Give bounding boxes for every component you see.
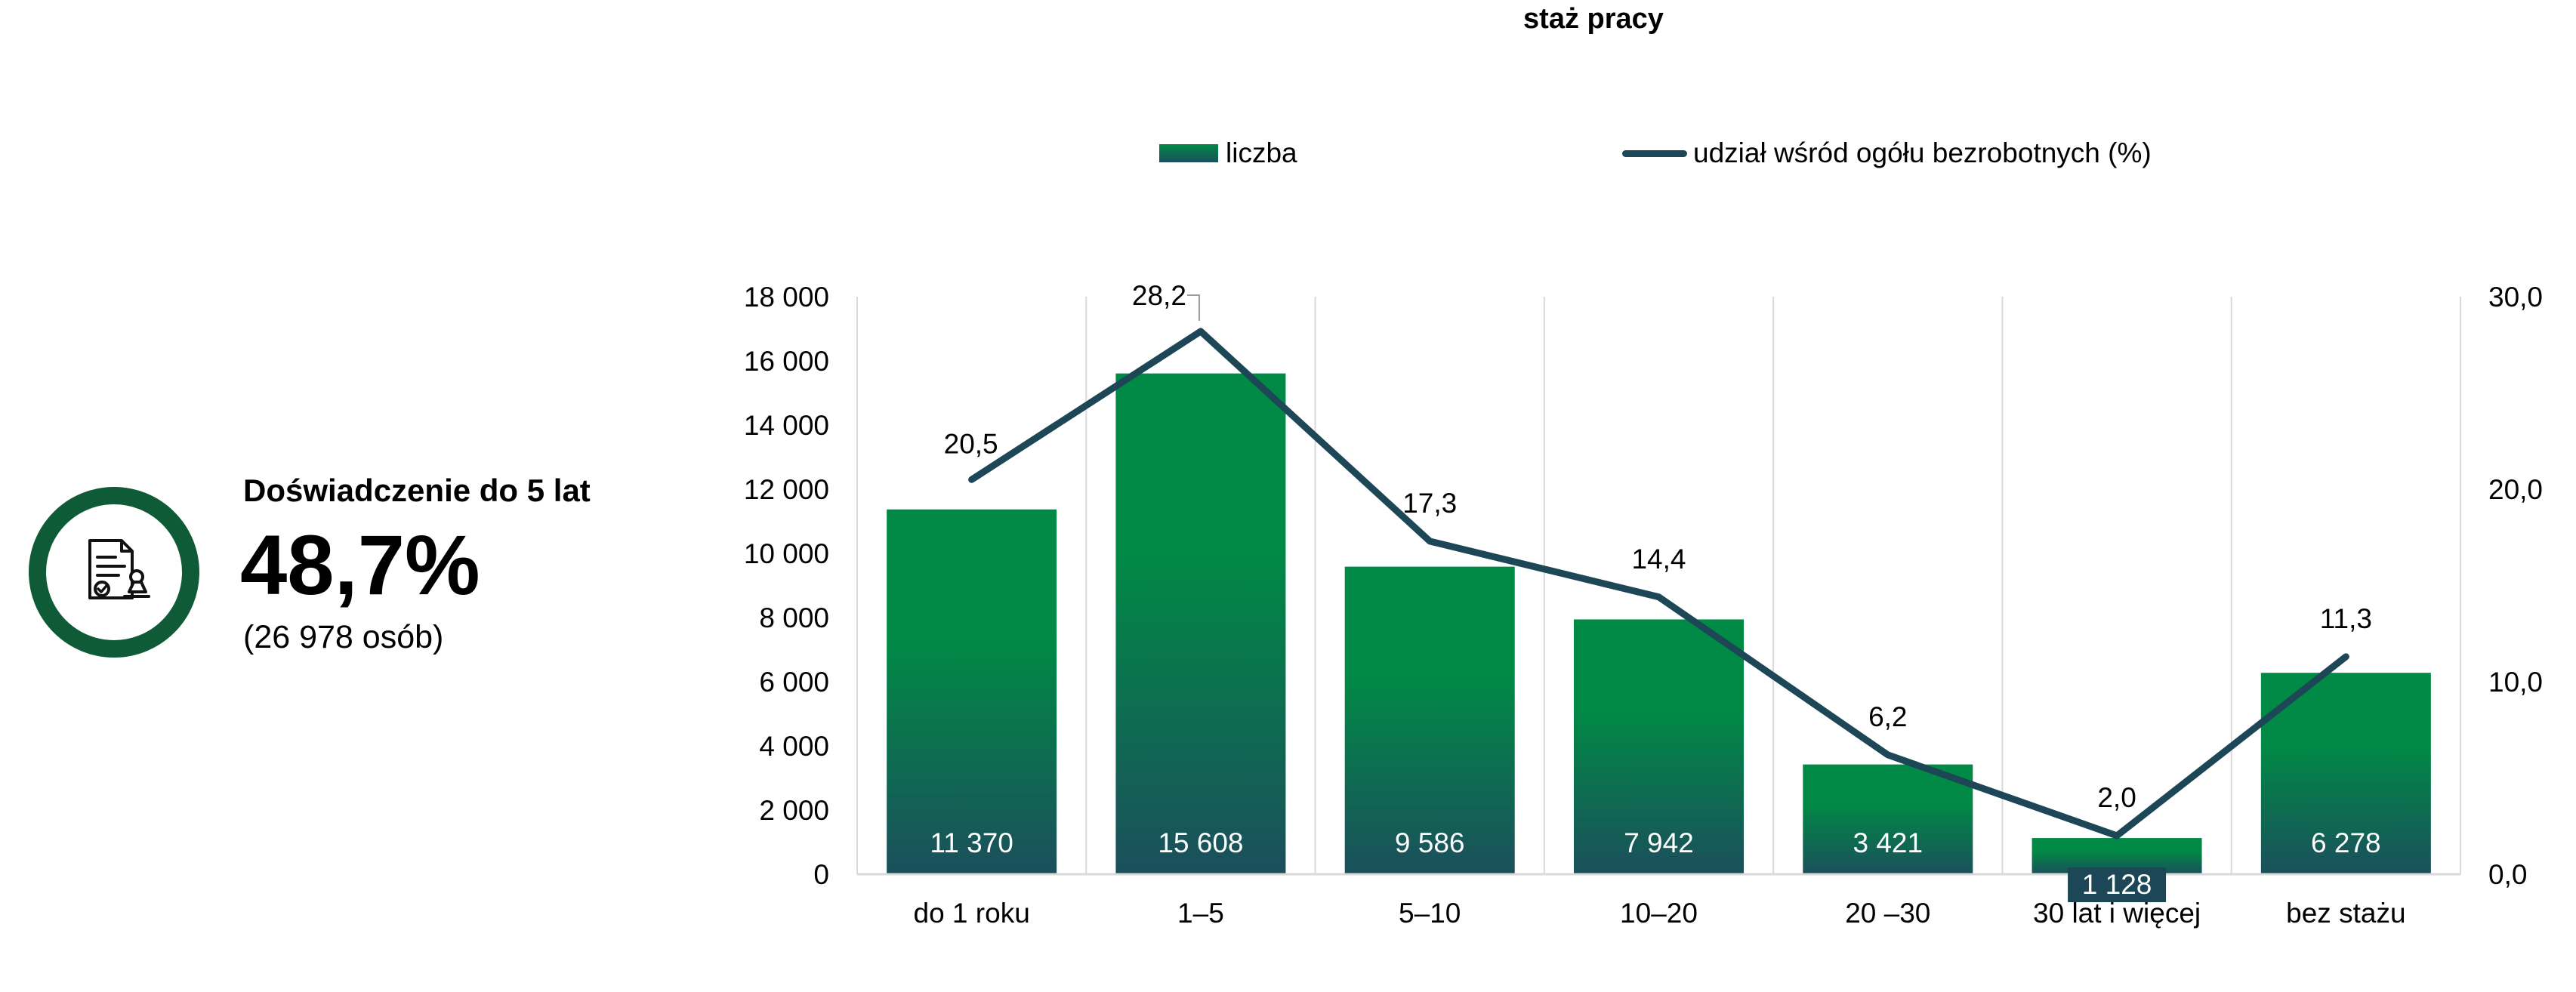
line-value-label: 20,5 [944, 428, 998, 459]
chart-title: staż pracy [1523, 3, 1664, 35]
x-tick-label: 10–20 [1620, 898, 1698, 929]
line-point [970, 479, 973, 481]
y-left-tick-label: 10 000 [744, 538, 829, 569]
bar [2260, 673, 2431, 874]
line-point [1199, 330, 1202, 332]
y-right-tick-label: 30,0 [2488, 282, 2543, 313]
x-tick-label: bez stażu [2286, 898, 2405, 929]
y-left-tick-label: 14 000 [744, 410, 829, 441]
x-tick-label: 30 lat i więcej [2033, 898, 2201, 929]
bar-value-label: 7 942 [1624, 827, 1694, 858]
line-value-label: 14,4 [1631, 544, 1686, 575]
bar-series [887, 373, 2431, 874]
kpi-badge [29, 487, 199, 658]
line-value-label: 6,2 [1868, 701, 1907, 732]
x-tick-label: 1–5 [1177, 898, 1224, 929]
bar [1115, 373, 1286, 874]
y-left-tick-label: 12 000 [744, 474, 829, 505]
y-right-tick-label: 0,0 [2488, 859, 2527, 890]
line-value-label: 11,3 [2320, 603, 2372, 634]
legend-label-bars: liczba [1226, 137, 1297, 168]
kpi-value: 48,7% [240, 518, 480, 612]
bar [887, 509, 1057, 874]
legend-item-line: udział wśród ogółu bezrobotnych (%) [1622, 137, 2152, 169]
legend-swatch-bar [1159, 144, 1218, 162]
y-left-tick-label: 4 000 [759, 731, 829, 762]
legend-label-line: udział wśród ogółu bezrobotnych (%) [1693, 137, 2152, 168]
line-point [1429, 540, 1431, 542]
bar-label-background [2068, 867, 2167, 902]
bar [1803, 764, 1973, 874]
x-tick-label: do 1 roku [914, 898, 1030, 929]
leader-line [1186, 294, 1200, 321]
kpi-subtext: (26 978 osób) [243, 619, 444, 655]
bar-value-label: 15 608 [1158, 827, 1243, 858]
legend-swatch-line [1622, 149, 1687, 157]
line-point [2345, 655, 2347, 658]
legend-item-bars: liczba [1159, 137, 1297, 169]
bar-value-label: 1 128 [2082, 869, 2152, 900]
line-point [1658, 596, 1660, 598]
y-left-tick-label: 8 000 [759, 602, 829, 633]
y-right-tick-label: 10,0 [2488, 667, 2543, 698]
data-labels: 11 370 15 608 9 586 7 942 3 421 1 128 6 278 20,… [930, 280, 2381, 902]
bar-value-label: 6 278 [2311, 827, 2381, 858]
bar [1344, 566, 1515, 874]
bar-value-label: 3 421 [1853, 827, 1923, 858]
gridlines [856, 297, 2461, 874]
y-left-tick-label: 0 [813, 859, 829, 890]
line-point [1886, 753, 1889, 756]
line-point [2116, 835, 2118, 836]
y-left-tick-label: 18 000 [744, 282, 829, 313]
line-series [968, 328, 2349, 840]
x-tick-label: 5–10 [1399, 898, 1461, 929]
bar-value-label: 9 586 [1395, 827, 1465, 858]
line-value-label: 2,0 [2097, 782, 2136, 813]
y-left-tick-label: 2 000 [759, 795, 829, 826]
y-right-tick-label: 20,0 [2488, 474, 2543, 505]
bar-value-label: 11 370 [930, 827, 1013, 858]
bar [1574, 619, 1744, 874]
x-tick-label: 20 –30 [1845, 898, 1930, 929]
axes: 0 2 000 4 000 6 000 8 000 10 000 12 000 14 000 1… [744, 282, 2543, 929]
y-left-tick-label: 16 000 [744, 346, 829, 377]
kpi-heading: Doświadczenie do 5 lat [243, 473, 591, 508]
line-value-label: 28,2 [1132, 280, 1186, 311]
y-left-tick-label: 6 000 [759, 667, 829, 698]
document-stamp-icon [88, 539, 150, 599]
line-value-label: 17,3 [1402, 488, 1457, 519]
